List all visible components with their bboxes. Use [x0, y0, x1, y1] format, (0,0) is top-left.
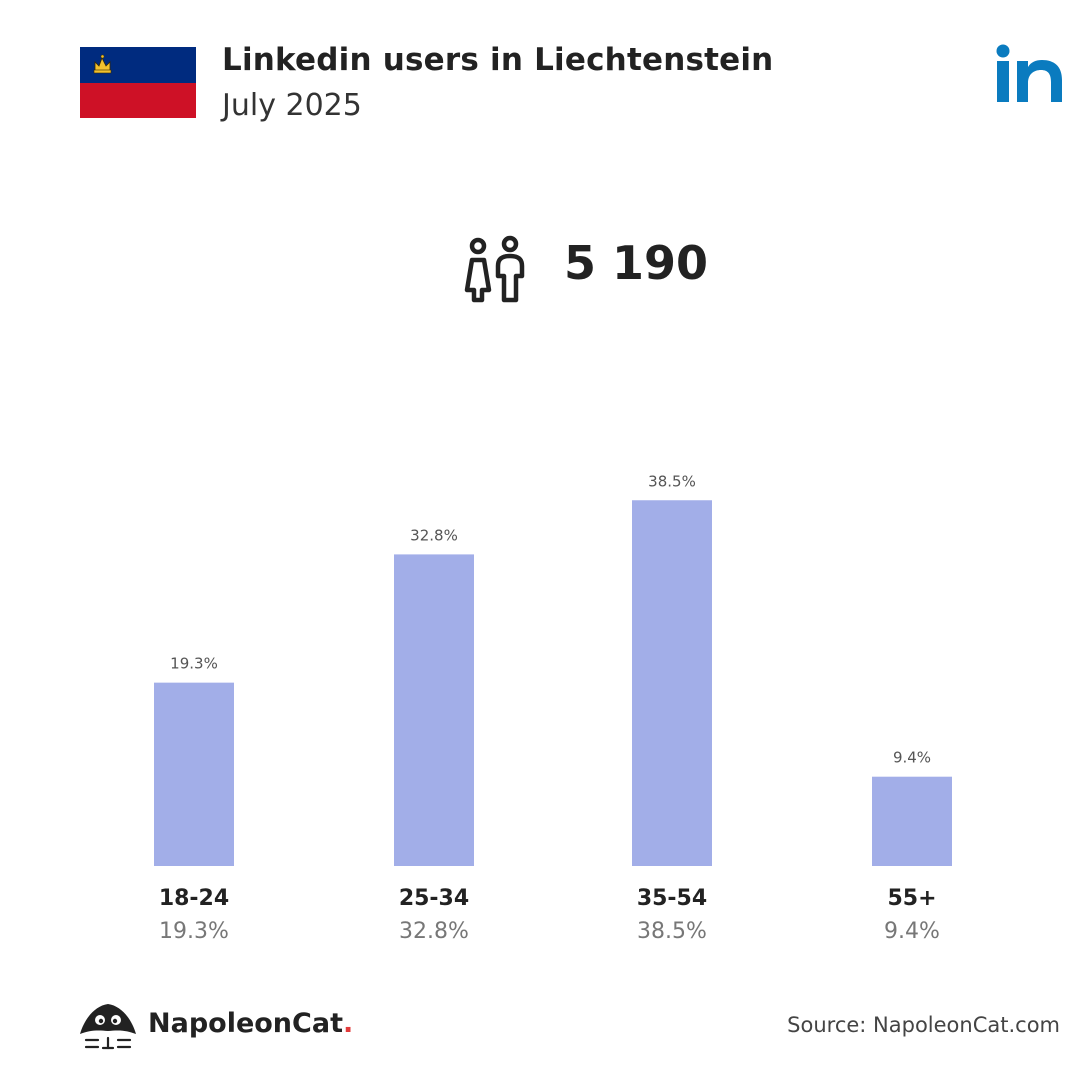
total-users-count: 5 190	[564, 236, 709, 290]
page-title: Linkedin users in Liechtenstein	[222, 42, 774, 78]
bar-value-label: 19.3%	[170, 655, 218, 673]
brand-name: NapoleonCat	[148, 1008, 343, 1039]
category-label: 35-54	[637, 886, 707, 911]
napoleoncat-brand: NapoleonCat.	[148, 1008, 353, 1039]
source-text: Source: NapoleonCat.com	[787, 1013, 1060, 1037]
category-label: 18-24	[159, 886, 229, 911]
crown-icon	[93, 54, 112, 74]
category-percent: 19.3%	[159, 919, 229, 944]
bar-value-label: 38.5%	[648, 472, 696, 490]
category-label: 25-34	[399, 886, 469, 911]
category-percent: 38.5%	[637, 919, 707, 944]
category-percent: 32.8%	[399, 919, 469, 944]
bar-value-label: 9.4%	[893, 749, 931, 767]
bar-55+	[872, 776, 952, 866]
bar-35-54	[632, 500, 712, 866]
liechtenstein-flag-icon	[80, 47, 196, 118]
category-label: 55+	[887, 886, 936, 911]
users-icon	[464, 235, 525, 303]
bar-18-24	[154, 682, 234, 866]
bar-value-label: 32.8%	[410, 526, 458, 544]
napoleoncat-logo-icon	[80, 1004, 136, 1050]
brand-dot: .	[342, 1008, 354, 1039]
page-subtitle: July 2025	[222, 88, 362, 123]
category-percent: 9.4%	[884, 919, 940, 944]
bar-25-34	[394, 554, 474, 866]
linkedin-icon	[996, 44, 1062, 102]
